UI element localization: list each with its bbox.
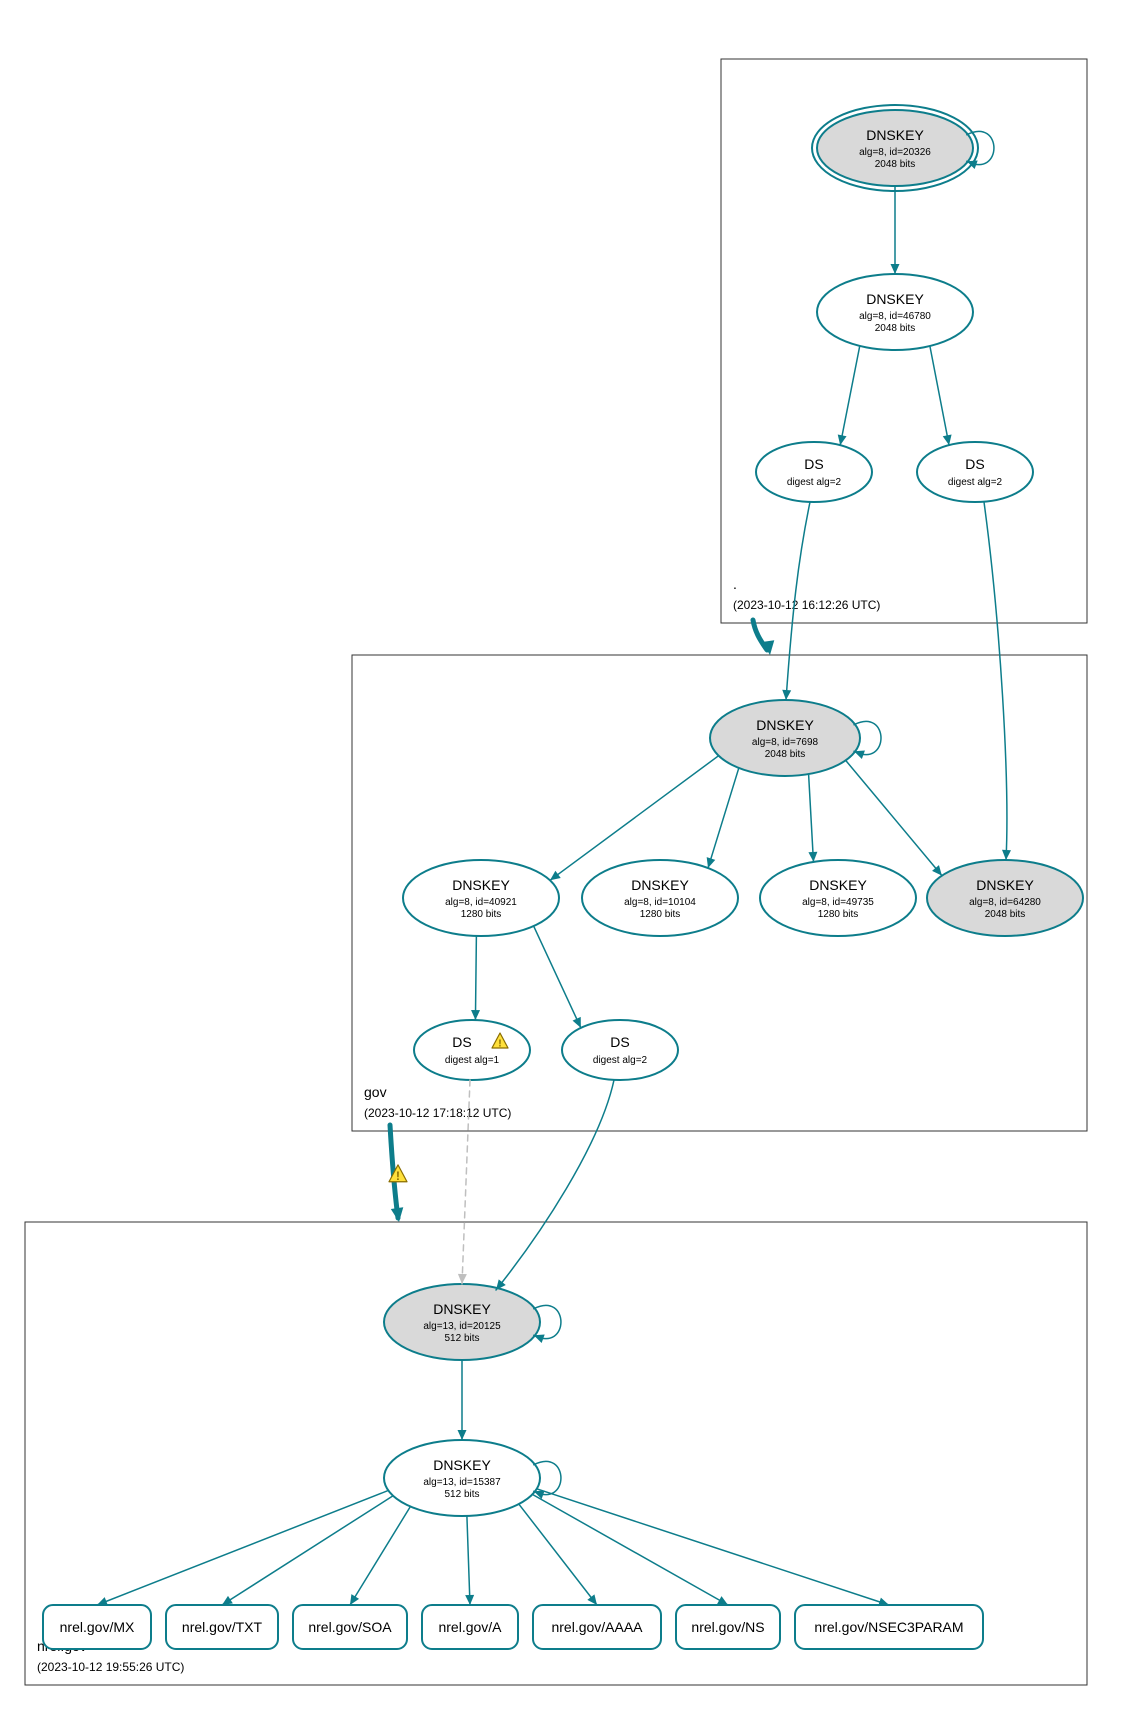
edge-zsk-rrset (97, 1490, 388, 1605)
node-gov_zsk4[interactable]: DNSKEY alg=8, id=642802048 bits (927, 860, 1083, 936)
zone-gov-label: gov (364, 1084, 387, 1100)
node-nrel_zsk-line2: 512 bits (444, 1489, 479, 1500)
zone-root-timestamp: (2023-10-12 16:12:26 UTC) (733, 598, 880, 612)
rrset-1-label: nrel.gov/TXT (182, 1619, 263, 1635)
node-gov_zsk2-title: DNSKEY (631, 877, 689, 893)
rrset-2-label: nrel.gov/SOA (308, 1619, 392, 1635)
node-root_ksk-line1: alg=8, id=20326 (859, 147, 931, 158)
edge-zsk-rrset (532, 1494, 728, 1605)
edge-zsk-rrset (519, 1504, 597, 1605)
edge-gov_zsk1-gov_ds1 (475, 936, 476, 1020)
rrset-1[interactable]: nrel.gov/TXT (166, 1605, 278, 1649)
edge-zsk-rrset (350, 1507, 410, 1605)
edge-zsk-rrset (467, 1516, 470, 1605)
edge-curved (984, 502, 1007, 860)
node-gov_zsk3-title: DNSKEY (809, 877, 867, 893)
node-gov_zsk4-line1: alg=8, id=64280 (969, 897, 1041, 908)
rrset-4[interactable]: nrel.gov/AAAA (533, 1605, 661, 1649)
node-root_ds1-line1: digest alg=2 (787, 477, 842, 488)
node-gov_zsk1-title: DNSKEY (452, 877, 510, 893)
edge-root_zsk-root_ds2 (930, 346, 949, 445)
rrset-2[interactable]: nrel.gov/SOA (293, 1605, 407, 1649)
node-root_ds1-title: DS (804, 456, 823, 472)
node-gov_zsk2-line2: 1280 bits (640, 909, 681, 920)
node-root_ksk-title: DNSKEY (866, 127, 924, 143)
node-nrel_zsk-line1: alg=13, id=15387 (423, 1477, 501, 1488)
edge-curved (496, 1080, 614, 1290)
zone-gov-timestamp: (2023-10-12 17:18:12 UTC) (364, 1106, 511, 1120)
zone-nrel-timestamp: (2023-10-12 19:55:26 UTC) (37, 1660, 184, 1674)
node-gov_zsk3-line2: 1280 bits (818, 909, 859, 920)
node-gov_zsk2[interactable]: DNSKEY alg=8, id=101041280 bits (582, 860, 738, 936)
node-root_zsk-line2: 2048 bits (875, 323, 916, 334)
node-gov_ds1-line1: digest alg=1 (445, 1055, 500, 1066)
rrset-0[interactable]: nrel.gov/MX (43, 1605, 151, 1649)
node-nrel_ksk-title: DNSKEY (433, 1301, 491, 1317)
node-root_ds1[interactable]: DS digest alg=2 (756, 442, 872, 502)
node-gov_ds2-line1: digest alg=2 (593, 1055, 648, 1066)
edge-gov_zsk1-gov_ds2 (534, 926, 581, 1028)
node-nrel_zsk[interactable]: DNSKEY alg=13, id=15387512 bits (384, 1440, 540, 1516)
zone-root-label: . (733, 576, 737, 592)
node-gov_ksk-line2: 2048 bits (765, 749, 806, 760)
rrset-5-label: nrel.gov/NS (691, 1619, 764, 1635)
node-gov_zsk1-line2: 1280 bits (461, 909, 502, 920)
edge-root_zsk-root_ds1 (840, 346, 860, 445)
node-nrel_ksk-line2: 512 bits (444, 1333, 479, 1344)
edge-zsk-rrset (222, 1496, 393, 1605)
node-gov_zsk2-line1: alg=8, id=10104 (624, 897, 696, 908)
edge-gov_ksk-gov_zsk3 (809, 774, 814, 862)
node-gov_ksk-line1: alg=8, id=7698 (752, 737, 819, 748)
rrset-4-label: nrel.gov/AAAA (551, 1619, 643, 1635)
node-gov_ds1-title: DS (452, 1034, 471, 1050)
node-nrel_zsk-title: DNSKEY (433, 1457, 491, 1473)
node-root_zsk-line1: alg=8, id=46780 (859, 311, 931, 322)
node-gov_ds2[interactable]: DS digest alg=2 (562, 1020, 678, 1080)
svg-text:!: ! (498, 1039, 501, 1050)
rrset-3-label: nrel.gov/A (438, 1619, 502, 1635)
node-gov_zsk1[interactable]: DNSKEY alg=8, id=409211280 bits (403, 860, 559, 936)
node-gov_ds1[interactable]: DS digest alg=1 (414, 1020, 530, 1080)
rrset-5[interactable]: nrel.gov/NS (676, 1605, 780, 1649)
node-gov_ksk-title: DNSKEY (756, 717, 814, 733)
node-gov_zsk3[interactable]: DNSKEY alg=8, id=497351280 bits (760, 860, 916, 936)
node-root_ksk-line2: 2048 bits (875, 159, 916, 170)
node-root_ksk[interactable]: DNSKEY alg=8, id=203262048 bits (812, 105, 978, 191)
node-gov_zsk4-line2: 2048 bits (985, 909, 1026, 920)
rrset-6-label: nrel.gov/NSEC3PARAM (814, 1619, 963, 1635)
node-nrel_ksk-line1: alg=13, id=20125 (423, 1321, 501, 1332)
node-nrel_ksk[interactable]: DNSKEY alg=13, id=20125512 bits (384, 1284, 540, 1360)
edge-gov_ksk-gov_zsk2 (708, 768, 739, 868)
rrset-0-label: nrel.gov/MX (60, 1619, 135, 1635)
svg-text:!: ! (396, 1170, 400, 1183)
edge-zsk-rrset (537, 1489, 889, 1605)
node-gov_ds2-title: DS (610, 1034, 629, 1050)
rrset-3[interactable]: nrel.gov/A (422, 1605, 518, 1649)
node-gov_ksk[interactable]: DNSKEY alg=8, id=76982048 bits (710, 700, 860, 776)
node-root_ds2[interactable]: DS digest alg=2 (917, 442, 1033, 502)
node-gov_zsk3-line1: alg=8, id=49735 (802, 897, 874, 908)
node-gov_zsk1-line1: alg=8, id=40921 (445, 897, 517, 908)
node-root_zsk[interactable]: DNSKEY alg=8, id=467802048 bits (817, 274, 973, 350)
edge-gov_ksk-gov_zsk4 (846, 760, 942, 875)
node-gov_zsk4-title: DNSKEY (976, 877, 1034, 893)
node-root_ds2-title: DS (965, 456, 984, 472)
node-root_ds2-line1: digest alg=2 (948, 477, 1003, 488)
node-root_zsk-title: DNSKEY (866, 291, 924, 307)
rrset-6[interactable]: nrel.gov/NSEC3PARAM (795, 1605, 983, 1649)
